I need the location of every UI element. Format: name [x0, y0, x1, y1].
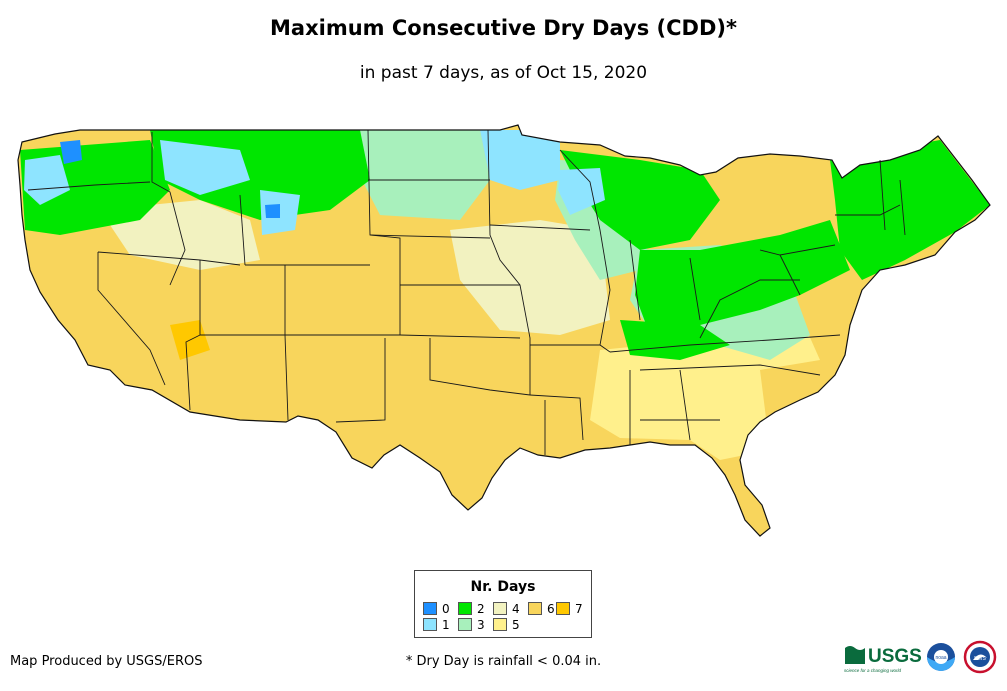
- dry-day-fill: [18, 125, 990, 536]
- legend-item-2: 2: [458, 602, 485, 616]
- legend-item-1: 1: [423, 618, 450, 632]
- map-title: Maximum Consecutive Dry Days (CDD)*: [270, 16, 737, 40]
- svg-text:science for a changing world: science for a changing world: [844, 668, 902, 673]
- usgs-logo: USGS science for a changing world: [844, 646, 922, 673]
- legend-item-7: 7: [556, 602, 583, 616]
- us-dry-days-map: [17, 124, 991, 537]
- state-borders: [27, 129, 906, 455]
- legend-swatch: [528, 602, 542, 615]
- legend-item-4: 4: [493, 602, 520, 616]
- legend-swatch: [458, 618, 472, 631]
- svg-text:USGS: USGS: [868, 646, 922, 667]
- legend-item-5: 5: [493, 618, 520, 632]
- legend-swatch: [458, 602, 472, 615]
- legend-swatch: [493, 602, 507, 615]
- legend-item-3: 3: [458, 618, 485, 632]
- svg-text:noaa: noaa: [935, 655, 946, 661]
- legend-swatch: [423, 618, 437, 631]
- dry-day-footnote: * Dry Day is rainfall < 0.04 in.: [405, 654, 602, 669]
- agency-logos: USGS science for a changing world noaa N…: [844, 640, 997, 674]
- noaa-logo: noaa: [927, 643, 955, 671]
- legend-swatch: [423, 602, 437, 615]
- svg-text:NWS: NWS: [974, 656, 986, 662]
- legend-title: Nr. Days: [470, 579, 536, 595]
- legend-item-6: 6: [528, 602, 555, 616]
- legend-item-0: 0: [423, 602, 450, 616]
- map-credit: Map Produced by USGS/EROS: [10, 654, 203, 669]
- legend-swatch: [556, 602, 570, 615]
- legend-swatch: [493, 618, 507, 631]
- map-subtitle: in past 7 days, as of Oct 15, 2020: [359, 63, 648, 83]
- legend: Nr. Days 0 1 2 3 4 5 6 7: [414, 570, 592, 638]
- nws-logo: NWS: [963, 640, 997, 674]
